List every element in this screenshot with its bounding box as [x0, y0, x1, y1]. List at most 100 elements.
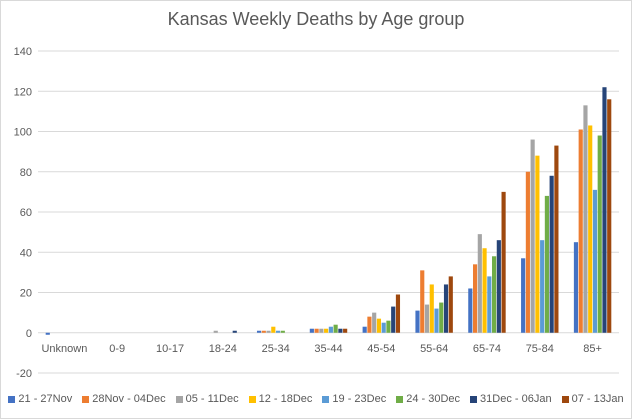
y-tick-label: 100: [14, 127, 32, 139]
bar: [468, 288, 473, 333]
x-tick-label: 85+: [583, 343, 602, 355]
bar: [592, 189, 598, 333]
bar: [271, 326, 276, 333]
bar: [362, 326, 367, 333]
bar: [45, 332, 50, 335]
legend-swatch: [322, 395, 330, 403]
x-tick-label: 25-34: [262, 343, 290, 355]
bar: [386, 320, 391, 333]
x-tick-label: 45-54: [367, 343, 395, 355]
y-tick-label: 60: [20, 207, 32, 219]
legend-label: 05 - 11Dec: [185, 393, 239, 405]
bar: [482, 248, 487, 333]
bar: [314, 328, 319, 333]
bar: [597, 135, 602, 333]
bar: [554, 145, 559, 333]
legend-swatch: [175, 395, 183, 403]
bar: [477, 234, 482, 333]
legend-item: 05 - 11Dec: [175, 393, 239, 405]
x-tick-label: 65-74: [473, 343, 501, 355]
x-tick-label: Unknown: [41, 343, 87, 355]
bar: [439, 302, 444, 333]
bar: [602, 87, 607, 333]
legend-item: 19 - 23Dec: [322, 393, 386, 405]
x-tick-label: 75-84: [526, 343, 554, 355]
x-tick-label: 0-9: [109, 343, 125, 355]
bar: [525, 171, 530, 333]
legend-swatch: [82, 395, 90, 403]
x-tick-label: 55-64: [420, 343, 448, 355]
bar: [338, 328, 343, 333]
legend-label: 19 - 23Dec: [332, 393, 387, 405]
y-tick-label: 0: [26, 328, 32, 340]
legend-label: 31Dec - 06Jan: [480, 393, 552, 405]
legend-label: 12 - 18Dec: [258, 393, 313, 405]
bar: [319, 328, 324, 333]
bar: [261, 330, 266, 333]
y-tick-label: 80: [20, 167, 32, 179]
bar: [549, 175, 554, 333]
bar: [496, 240, 501, 333]
bar: [492, 256, 497, 333]
bar: [544, 195, 549, 333]
bar: [266, 330, 271, 333]
x-tick-label: 35-44: [314, 343, 342, 355]
bar: [573, 242, 579, 333]
legend-label: 28Nov - 04Dec: [92, 393, 166, 405]
bar: [328, 326, 333, 333]
bar: [420, 270, 425, 333]
bar: [343, 328, 348, 333]
bar: [333, 324, 338, 333]
legend-item: 24 - 30Dec: [396, 393, 460, 405]
bar: [232, 330, 237, 333]
bar: [448, 276, 453, 333]
x-tick-label: 10-17: [156, 343, 184, 355]
bar: [376, 318, 382, 333]
legend-label: 07 - 13Jan: [571, 393, 624, 405]
bar: [280, 330, 285, 333]
bar: [530, 139, 535, 333]
chart-title: Kansas Weekly Deaths by Age group: [167, 9, 465, 29]
legend-swatch: [470, 395, 478, 403]
bar: [256, 330, 262, 333]
y-tick-label: -20: [16, 368, 32, 380]
legend-item: 12 - 18Dec: [248, 393, 313, 405]
bar: [395, 294, 401, 333]
bar: [607, 99, 612, 333]
legend-label: 24 - 30Dec: [406, 393, 461, 405]
bar: [424, 304, 430, 333]
legend-item: 07 - 13Jan: [561, 393, 624, 405]
bar: [213, 330, 218, 333]
y-tick-label: 40: [20, 247, 32, 259]
legend-swatch: [396, 395, 404, 403]
bar: [588, 125, 593, 333]
bar: [381, 322, 386, 333]
legend-swatch: [8, 395, 16, 403]
bar: [443, 284, 449, 333]
legend-swatch: [561, 395, 569, 403]
bar: [429, 284, 434, 333]
x-tick-label: 18-24: [209, 343, 237, 355]
y-tick-label: 20: [20, 288, 32, 300]
legend-item: 31Dec - 06Jan: [470, 393, 552, 405]
legend-item: 28Nov - 04Dec: [82, 393, 166, 405]
bar: [434, 308, 439, 333]
bar: [324, 328, 329, 333]
legend-swatch: [248, 395, 256, 403]
bar: [583, 105, 588, 333]
bar: [487, 276, 492, 333]
bar: [521, 258, 526, 333]
bar: [415, 310, 420, 333]
bar: [540, 240, 545, 333]
legend-item: 21 - 27Nov: [8, 393, 72, 405]
bar: [501, 191, 506, 333]
bar: [472, 264, 478, 333]
bar: [309, 328, 314, 333]
chart-legend: 21 - 27Nov 28Nov - 04Dec 05 - 11Dec 12 - 18…: [1, 393, 631, 405]
bar: [578, 129, 583, 333]
y-tick-label: 140: [14, 46, 32, 58]
bar: [372, 312, 377, 333]
bar: [367, 316, 372, 333]
